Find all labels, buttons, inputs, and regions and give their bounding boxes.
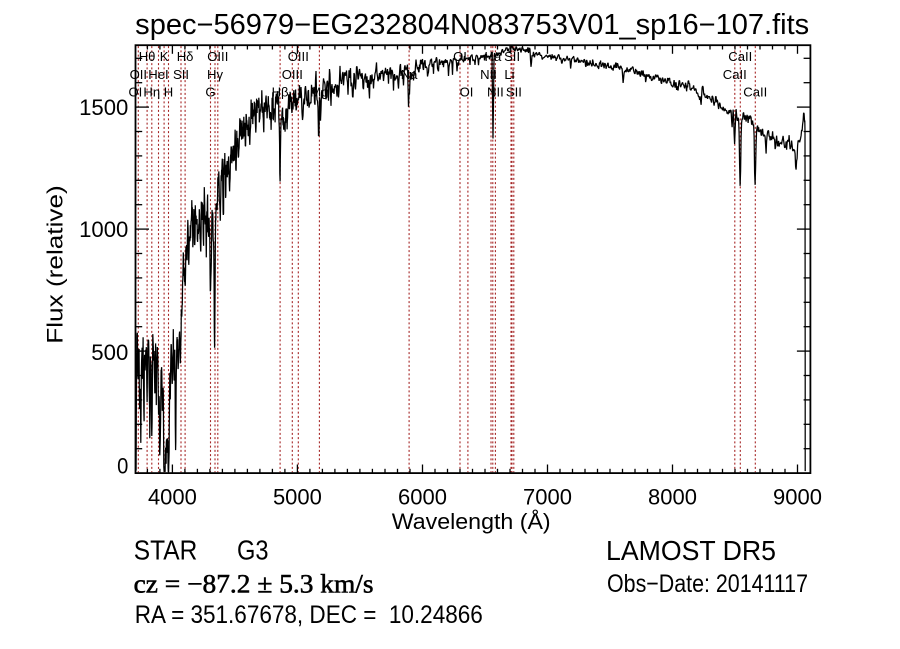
svg-text:Flux (relative): Flux (relative)	[43, 185, 68, 344]
svg-text:Hγ: Hγ	[207, 67, 223, 82]
svg-text:OIII: OIII	[207, 49, 228, 64]
svg-text:0: 0	[117, 453, 128, 478]
svg-text:G: G	[205, 84, 215, 99]
svg-text:SII: SII	[506, 84, 522, 99]
svg-text:5000: 5000	[273, 485, 322, 510]
svg-text:Hδ: Hδ	[177, 49, 194, 64]
svg-text:G3: G3	[237, 535, 269, 566]
svg-text:9000: 9000	[773, 485, 822, 510]
svg-text:H: H	[164, 84, 173, 99]
svg-text:1500: 1500	[79, 95, 128, 120]
svg-text:NII: NII	[487, 84, 504, 99]
svg-text:LAMOST DR5: LAMOST DR5	[606, 535, 776, 566]
svg-text:Hθ: Hθ	[139, 49, 156, 64]
svg-text:OII: OII	[130, 67, 147, 82]
svg-text:OIII: OIII	[288, 49, 309, 64]
svg-text:CaII: CaII	[728, 49, 752, 64]
svg-text:500: 500	[91, 340, 128, 365]
svg-text:SII: SII	[504, 49, 520, 64]
svg-text:4000: 4000	[148, 485, 197, 510]
svg-text:Obs−Date: 20141117: Obs−Date: 20141117	[607, 570, 808, 598]
svg-text:STAR: STAR	[134, 535, 198, 566]
svg-text:7000: 7000	[523, 485, 572, 510]
svg-text:Hβ: Hβ	[272, 84, 289, 99]
svg-text:RA = 351.67678, DEC = 10.2486: RA = 351.67678, DEC = 10.24866	[135, 601, 483, 629]
svg-text:1000: 1000	[79, 217, 128, 242]
svg-text:OI: OI	[128, 84, 142, 99]
svg-text:6000: 6000	[398, 485, 447, 510]
svg-text:Hη: Hη	[143, 84, 160, 99]
svg-text:CaII: CaII	[743, 84, 767, 99]
svg-text:8000: 8000	[648, 485, 697, 510]
svg-text:OIII: OIII	[282, 67, 303, 82]
svg-text:Wavelength (Å): Wavelength (Å)	[392, 509, 551, 534]
svg-text:SII: SII	[173, 67, 189, 82]
svg-text:cz = −87.2 ± 5.3 km/s: cz = −87.2 ± 5.3 km/s	[134, 569, 374, 598]
svg-text:HeI: HeI	[148, 67, 168, 82]
svg-text:OI: OI	[460, 84, 474, 99]
svg-text:K: K	[160, 49, 169, 64]
svg-text:Li: Li	[504, 67, 514, 82]
svg-text:spec−56979−EG232804N083753V01_: spec−56979−EG232804N083753V01_sp16−107.f…	[135, 8, 809, 40]
svg-text:CaII: CaII	[723, 67, 747, 82]
